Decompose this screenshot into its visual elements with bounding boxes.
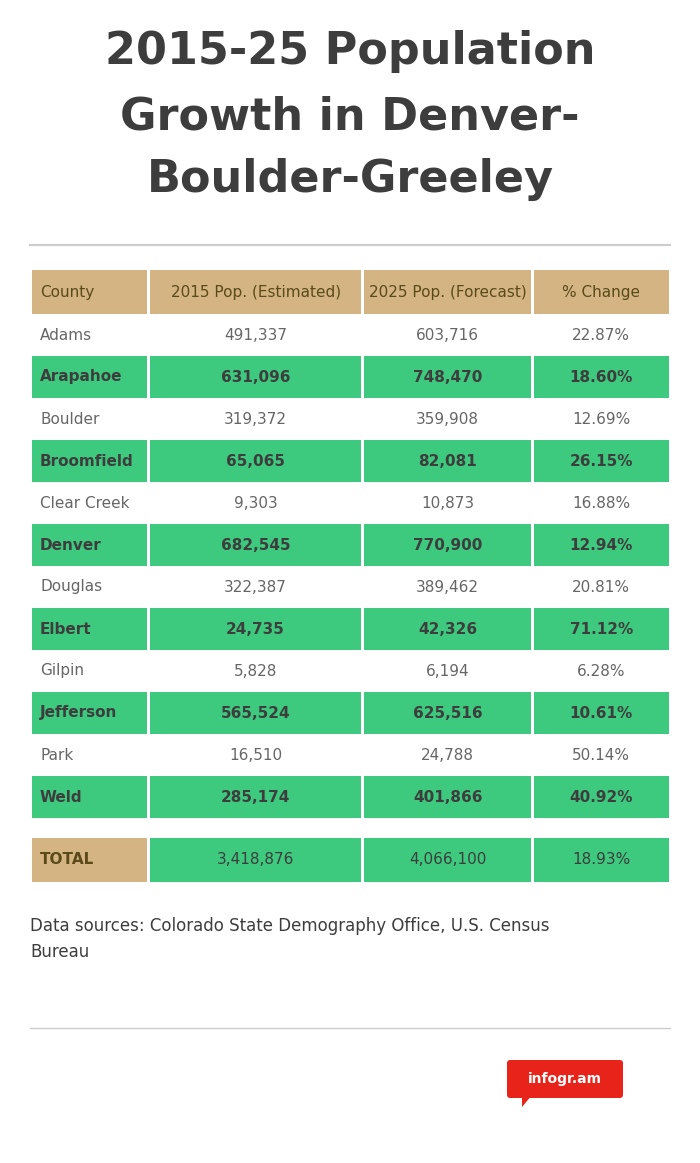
Text: Elbert: Elbert	[40, 621, 92, 636]
Text: 9,303: 9,303	[234, 495, 277, 511]
Text: 20.81%: 20.81%	[572, 579, 630, 594]
Text: 42,326: 42,326	[418, 621, 477, 636]
Text: 6,194: 6,194	[426, 664, 470, 678]
Text: 12.69%: 12.69%	[572, 412, 630, 427]
Text: 10,873: 10,873	[421, 495, 474, 511]
Text: 82,081: 82,081	[418, 454, 477, 469]
Text: 322,387: 322,387	[224, 579, 287, 594]
Bar	[364, 525, 531, 566]
Bar	[32, 270, 147, 314]
Bar	[32, 608, 147, 650]
Text: Denver: Denver	[40, 537, 102, 552]
Bar	[150, 356, 361, 398]
Text: 6.28%: 6.28%	[577, 664, 626, 678]
Text: Data sources: Colorado State Demography Office, U.S. Census
Bureau: Data sources: Colorado State Demography …	[30, 916, 550, 962]
Bar	[32, 525, 147, 566]
Bar	[364, 776, 531, 818]
Bar	[32, 356, 147, 398]
Bar	[32, 692, 147, 734]
Text: Park: Park	[40, 748, 74, 763]
Bar	[150, 440, 361, 481]
Text: 565,524: 565,524	[220, 706, 290, 721]
Text: 401,866: 401,866	[413, 790, 482, 805]
Bar	[534, 440, 668, 481]
Text: Adams: Adams	[40, 328, 92, 342]
Text: 16,510: 16,510	[229, 748, 282, 763]
Text: 40.92%: 40.92%	[570, 790, 633, 805]
Text: 24,735: 24,735	[226, 621, 285, 636]
Bar	[534, 270, 668, 314]
Bar	[364, 839, 531, 882]
Text: Broomfield: Broomfield	[40, 454, 134, 469]
Text: 65,065: 65,065	[226, 454, 285, 469]
Text: Arapahoe: Arapahoe	[40, 370, 122, 385]
Bar	[534, 839, 668, 882]
Text: 26.15%: 26.15%	[570, 454, 633, 469]
Bar	[534, 608, 668, 650]
Text: Boulder: Boulder	[40, 412, 99, 427]
Bar	[534, 356, 668, 398]
Text: 16.88%: 16.88%	[572, 495, 630, 511]
Text: 71.12%: 71.12%	[570, 621, 633, 636]
Bar	[364, 356, 531, 398]
Text: Growth in Denver-: Growth in Denver-	[120, 95, 580, 138]
Bar	[150, 776, 361, 818]
Text: 3,418,876: 3,418,876	[217, 852, 294, 868]
Text: 491,337: 491,337	[224, 328, 287, 342]
Bar	[364, 608, 531, 650]
Text: Gilpin: Gilpin	[40, 664, 84, 678]
Text: 22.87%: 22.87%	[572, 328, 630, 342]
Polygon shape	[522, 1096, 532, 1107]
Text: Jefferson: Jefferson	[40, 706, 118, 721]
Text: 12.94%: 12.94%	[570, 537, 633, 552]
Bar	[364, 440, 531, 481]
Text: 18.60%: 18.60%	[570, 370, 633, 385]
Text: 682,545: 682,545	[220, 537, 290, 552]
Bar	[534, 692, 668, 734]
Text: 748,470: 748,470	[413, 370, 482, 385]
Text: infogr.am: infogr.am	[528, 1072, 602, 1086]
Bar	[364, 270, 531, 314]
Bar	[150, 270, 361, 314]
Text: Douglas: Douglas	[40, 579, 102, 594]
FancyBboxPatch shape	[507, 1059, 623, 1098]
Bar	[534, 525, 668, 566]
Text: 603,716: 603,716	[416, 328, 479, 342]
Bar	[32, 776, 147, 818]
Text: 18.93%: 18.93%	[572, 852, 630, 868]
Text: Boulder-Greeley: Boulder-Greeley	[146, 158, 554, 201]
Text: 359,908: 359,908	[416, 412, 479, 427]
Text: 2015-25 Population: 2015-25 Population	[105, 30, 595, 73]
Text: 10.61%: 10.61%	[570, 706, 633, 721]
Text: 5,828: 5,828	[234, 664, 277, 678]
Text: TOTAL: TOTAL	[40, 852, 94, 868]
Bar	[364, 692, 531, 734]
Text: 770,900: 770,900	[413, 537, 482, 552]
Text: 389,462: 389,462	[416, 579, 479, 594]
Bar	[150, 692, 361, 734]
Bar	[32, 839, 147, 882]
Text: 625,516: 625,516	[413, 706, 482, 721]
Text: 285,174: 285,174	[221, 790, 290, 805]
Bar	[534, 776, 668, 818]
Text: County: County	[40, 285, 94, 300]
Bar	[150, 608, 361, 650]
Text: 2025 Pop. (Forecast): 2025 Pop. (Forecast)	[369, 285, 526, 300]
Text: 4,066,100: 4,066,100	[409, 852, 486, 868]
Text: 24,788: 24,788	[421, 748, 474, 763]
Bar	[32, 440, 147, 481]
Text: Weld: Weld	[40, 790, 83, 805]
Text: 2015 Pop. (Estimated): 2015 Pop. (Estimated)	[171, 285, 341, 300]
Text: 50.14%: 50.14%	[572, 748, 630, 763]
Text: Clear Creek: Clear Creek	[40, 495, 130, 511]
Text: 319,372: 319,372	[224, 412, 287, 427]
Text: % Change: % Change	[562, 285, 640, 300]
Bar	[150, 839, 361, 882]
Bar	[150, 525, 361, 566]
Text: 631,096: 631,096	[221, 370, 290, 385]
